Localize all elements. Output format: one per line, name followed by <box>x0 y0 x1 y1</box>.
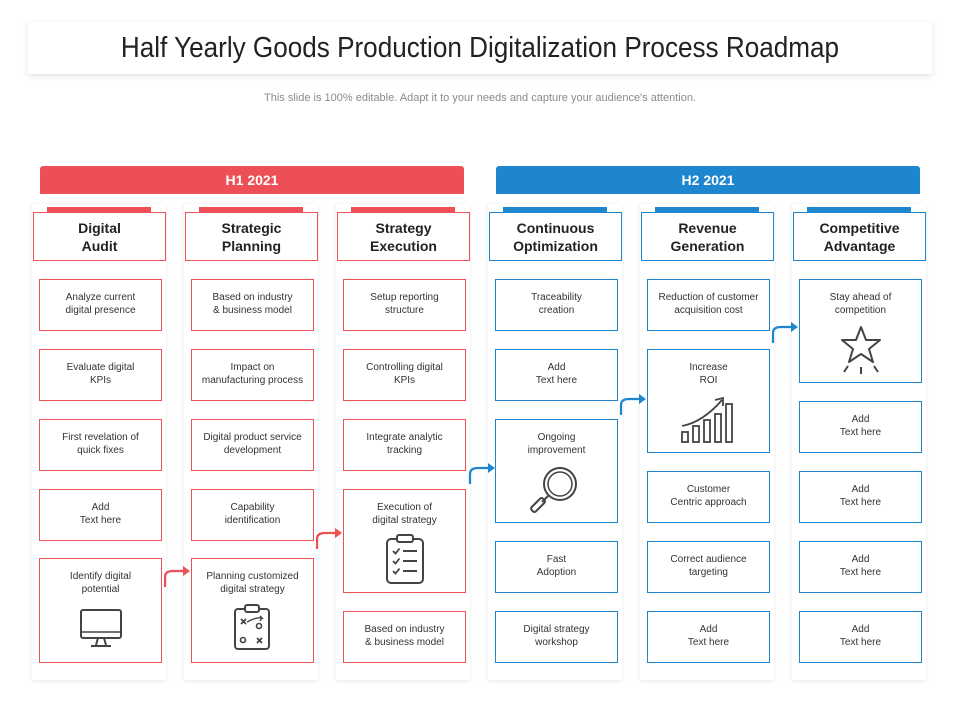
roadmap-item: Add Text here <box>647 611 770 663</box>
column-tab <box>351 207 455 212</box>
column-tab <box>655 207 759 212</box>
column-header: Competitive Advantage <box>793 212 926 261</box>
connector-arrow <box>619 394 646 415</box>
magnifier-icon <box>530 467 577 513</box>
connector-arrow <box>163 566 190 587</box>
growth-chart-icon <box>681 396 733 443</box>
roadmap-item: Add Text here <box>495 349 618 401</box>
roadmap-item: Capability identification <box>191 489 314 541</box>
roadmap-item: Controlling digital KPIs <box>343 349 466 401</box>
column-tab <box>807 207 911 212</box>
column-header: Strategic Planning <box>185 212 318 261</box>
column-tab <box>503 207 607 212</box>
roadmap-item-with-icon: Ongoing improvement <box>495 419 618 523</box>
roadmap-item: Setup reporting structure <box>343 279 466 331</box>
roadmap-item: Traceability creation <box>495 279 618 331</box>
roadmap-item: Add Text here <box>799 471 922 523</box>
roadmap-item-with-icon: Increase ROI <box>647 349 770 453</box>
period-banner-h1: H1 2021 <box>40 166 464 194</box>
roadmap-item: Analyze current digital presence <box>39 279 162 331</box>
connector-arrow <box>315 528 342 549</box>
column-header: Revenue Generation <box>641 212 774 261</box>
column-header: Digital Audit <box>33 212 166 261</box>
roadmap-item: Digital product service development <box>191 419 314 471</box>
roadmap-item: Add Text here <box>799 541 922 593</box>
connector-arrow <box>468 463 495 484</box>
page-title: Half Yearly Goods Production Digitalizat… <box>120 31 840 64</box>
roadmap-item: Add Text here <box>39 489 162 541</box>
column-tab <box>47 207 151 212</box>
roadmap-item: Based on industry & business model <box>191 279 314 331</box>
roadmap-item: Digital strategy workshop <box>495 611 618 663</box>
roadmap-item: Based on industry & business model <box>343 611 466 663</box>
monitor-icon <box>80 609 122 647</box>
roadmap-item: Evaluate digital KPIs <box>39 349 162 401</box>
roadmap-item: First revelation of quick fixes <box>39 419 162 471</box>
roadmap-item: Integrate analytic tracking <box>343 419 466 471</box>
checklist-icon <box>386 534 424 584</box>
period-banner-h2: H2 2021 <box>496 166 920 194</box>
strategy-board-icon <box>234 604 270 650</box>
connector-arrow <box>771 322 798 343</box>
title-bar: Half Yearly Goods Production Digitalizat… <box>28 22 932 74</box>
column-tab <box>199 207 303 212</box>
roadmap-item: Impact on manufacturing process <box>191 349 314 401</box>
column-header: Strategy Execution <box>337 212 470 261</box>
roadmap-item: Add Text here <box>799 611 922 663</box>
subtitle: This slide is 100% editable. Adapt it to… <box>264 92 696 104</box>
roadmap-item: Add Text here <box>799 401 922 453</box>
star-icon <box>841 326 881 374</box>
roadmap-item: Reduction of customer acquisition cost <box>647 279 770 331</box>
roadmap-item: Fast Adoption <box>495 541 618 593</box>
column-header: Continuous Optimization <box>489 212 622 261</box>
roadmap-item: Customer Centric approach <box>647 471 770 523</box>
roadmap-item: Correct audience targeting <box>647 541 770 593</box>
